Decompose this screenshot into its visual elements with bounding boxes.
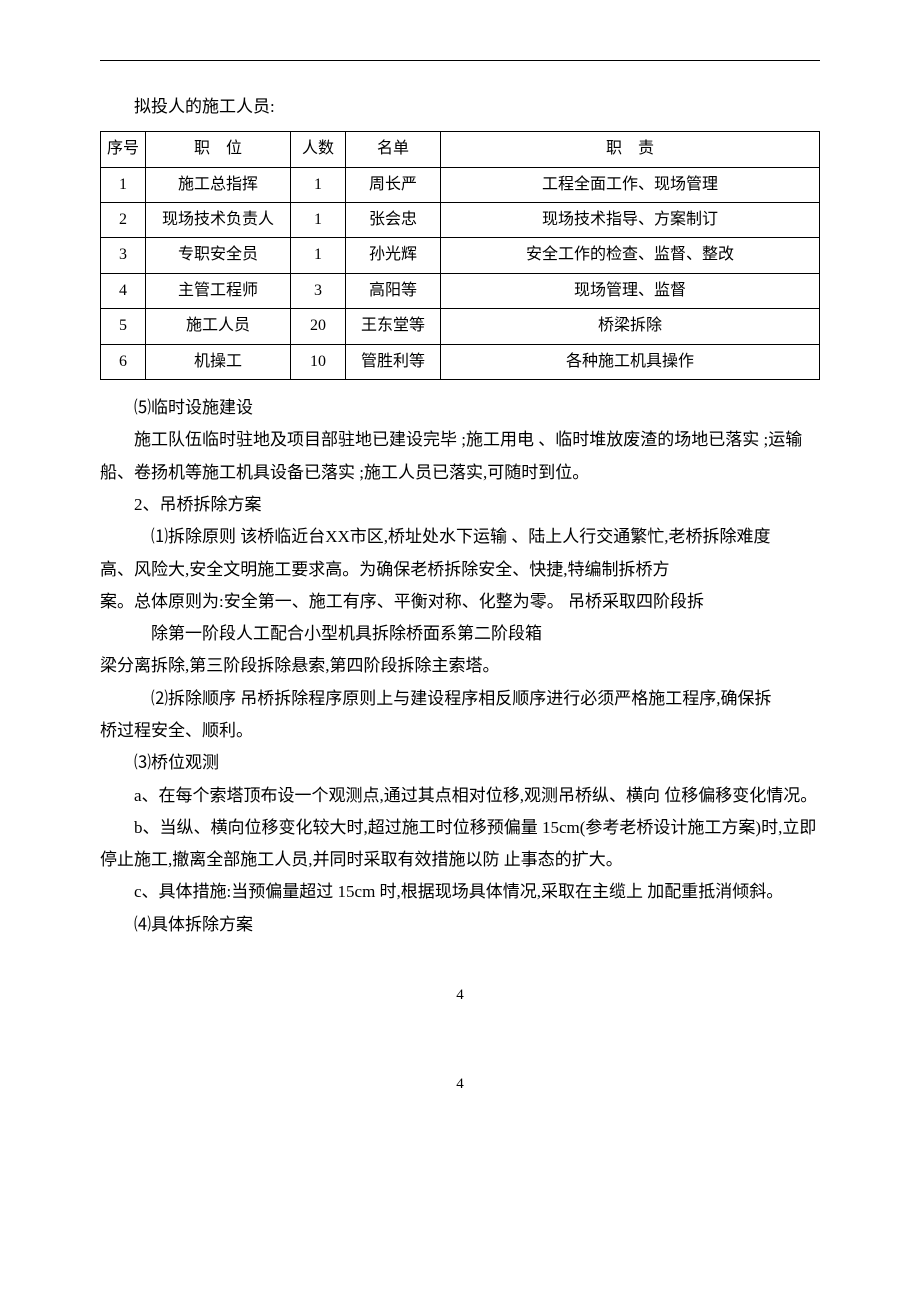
p3-title: ⑶桥位观测 <box>100 747 820 779</box>
p1-line2: 高、风险大,安全文明施工要求高。为确保老桥拆除安全、快捷,特编制拆桥方 <box>100 554 820 586</box>
p2-line1: ⑵拆除顺序 吊桥拆除程序原则上与建设程序相反顺序进行必须严格施工程序,确保拆 <box>151 683 820 715</box>
p3c: c、具体措施:当预偏量超过 15cm 时,根据现场具体情况,采取在主缆上 加配重… <box>100 876 820 908</box>
cell-name: 高阳等 <box>346 273 441 308</box>
cell-name: 周长严 <box>346 167 441 202</box>
cell-seq: 6 <box>101 344 146 379</box>
cell-duty: 各种施工机具操作 <box>441 344 820 379</box>
p2-line2: 桥过程安全、顺利。 <box>100 715 820 747</box>
cell-duty: 安全工作的检查、监督、整改 <box>441 238 820 273</box>
cell-pos: 施工人员 <box>146 309 291 344</box>
cell-pos: 施工总指挥 <box>146 167 291 202</box>
p4-title: ⑷具体拆除方案 <box>100 909 820 941</box>
th-position: 职 位 <box>146 132 291 167</box>
cell-name: 管胜利等 <box>346 344 441 379</box>
table-row: 5 施工人员 20 王东堂等 桥梁拆除 <box>101 309 820 344</box>
page-top-rule <box>100 60 820 61</box>
p1-line5: 梁分离拆除,第三阶段拆除悬索,第四阶段拆除主索塔。 <box>100 650 820 682</box>
cell-duty: 现场管理、监督 <box>441 273 820 308</box>
cell-count: 3 <box>291 273 346 308</box>
cell-count: 1 <box>291 238 346 273</box>
para-5-title: ⑸临时设施建设 <box>100 392 820 424</box>
cell-count: 1 <box>291 203 346 238</box>
cell-seq: 3 <box>101 238 146 273</box>
table-row: 6 机操工 10 管胜利等 各种施工机具操作 <box>101 344 820 379</box>
table-row: 4 主管工程师 3 高阳等 现场管理、监督 <box>101 273 820 308</box>
th-count: 人数 <box>291 132 346 167</box>
p3a: a、在每个索塔顶布设一个观测点,通过其点相对位移,观测吊桥纵、横向 位移偏移变化… <box>100 780 820 812</box>
para-5-body: 施工队伍临时驻地及项目部驻地已建设完毕 ;施工用电 、临时堆放废渣的场地已落实 … <box>100 424 820 489</box>
section-2-title: 2、吊桥拆除方案 <box>100 489 820 521</box>
cell-count: 20 <box>291 309 346 344</box>
table-row: 2 现场技术负责人 1 张会忠 现场技术指导、方案制订 <box>101 203 820 238</box>
table-row: 3 专职安全员 1 孙光辉 安全工作的检查、监督、整改 <box>101 238 820 273</box>
p3b: b、当纵、横向位移变化较大时,超过施工时位移预偏量 15cm(参考老桥设计施工方… <box>100 812 820 877</box>
cell-pos: 主管工程师 <box>146 273 291 308</box>
cell-count: 10 <box>291 344 346 379</box>
cell-seq: 4 <box>101 273 146 308</box>
th-name: 名单 <box>346 132 441 167</box>
table-row: 1 施工总指挥 1 周长严 工程全面工作、现场管理 <box>101 167 820 202</box>
table-header-row: 序号 职 位 人数 名单 职 责 <box>101 132 820 167</box>
cell-pos: 机操工 <box>146 344 291 379</box>
th-seq: 序号 <box>101 132 146 167</box>
cell-seq: 1 <box>101 167 146 202</box>
cell-pos: 专职安全员 <box>146 238 291 273</box>
p1-line4: 除第一阶段人工配合小型机具拆除桥面系第二阶段箱 <box>151 618 820 650</box>
page-number-1: 4 <box>100 981 820 1010</box>
cell-seq: 2 <box>101 203 146 238</box>
intro-line: 拟投人的施工人员: <box>100 91 820 123</box>
p1-line1: ⑴拆除原则 该桥临近台XX市区,桥址处水下运输 、陆上人行交通繁忙,老桥拆除难度 <box>151 521 820 553</box>
cell-duty: 桥梁拆除 <box>441 309 820 344</box>
cell-name: 王东堂等 <box>346 309 441 344</box>
cell-count: 1 <box>291 167 346 202</box>
cell-name: 张会忠 <box>346 203 441 238</box>
cell-duty: 现场技术指导、方案制订 <box>441 203 820 238</box>
cell-seq: 5 <box>101 309 146 344</box>
table-body: 1 施工总指挥 1 周长严 工程全面工作、现场管理 2 现场技术负责人 1 张会… <box>101 167 820 379</box>
page-number-2: 4 <box>100 1070 820 1099</box>
cell-duty: 工程全面工作、现场管理 <box>441 167 820 202</box>
personnel-table: 序号 职 位 人数 名单 职 责 1 施工总指挥 1 周长严 工程全面工作、现场… <box>100 131 820 380</box>
cell-name: 孙光辉 <box>346 238 441 273</box>
cell-pos: 现场技术负责人 <box>146 203 291 238</box>
th-duty: 职 责 <box>441 132 820 167</box>
p1-line3: 案。总体原则为:安全第一、施工有序、平衡对称、化整为零。 吊桥采取四阶段拆 <box>100 586 820 618</box>
